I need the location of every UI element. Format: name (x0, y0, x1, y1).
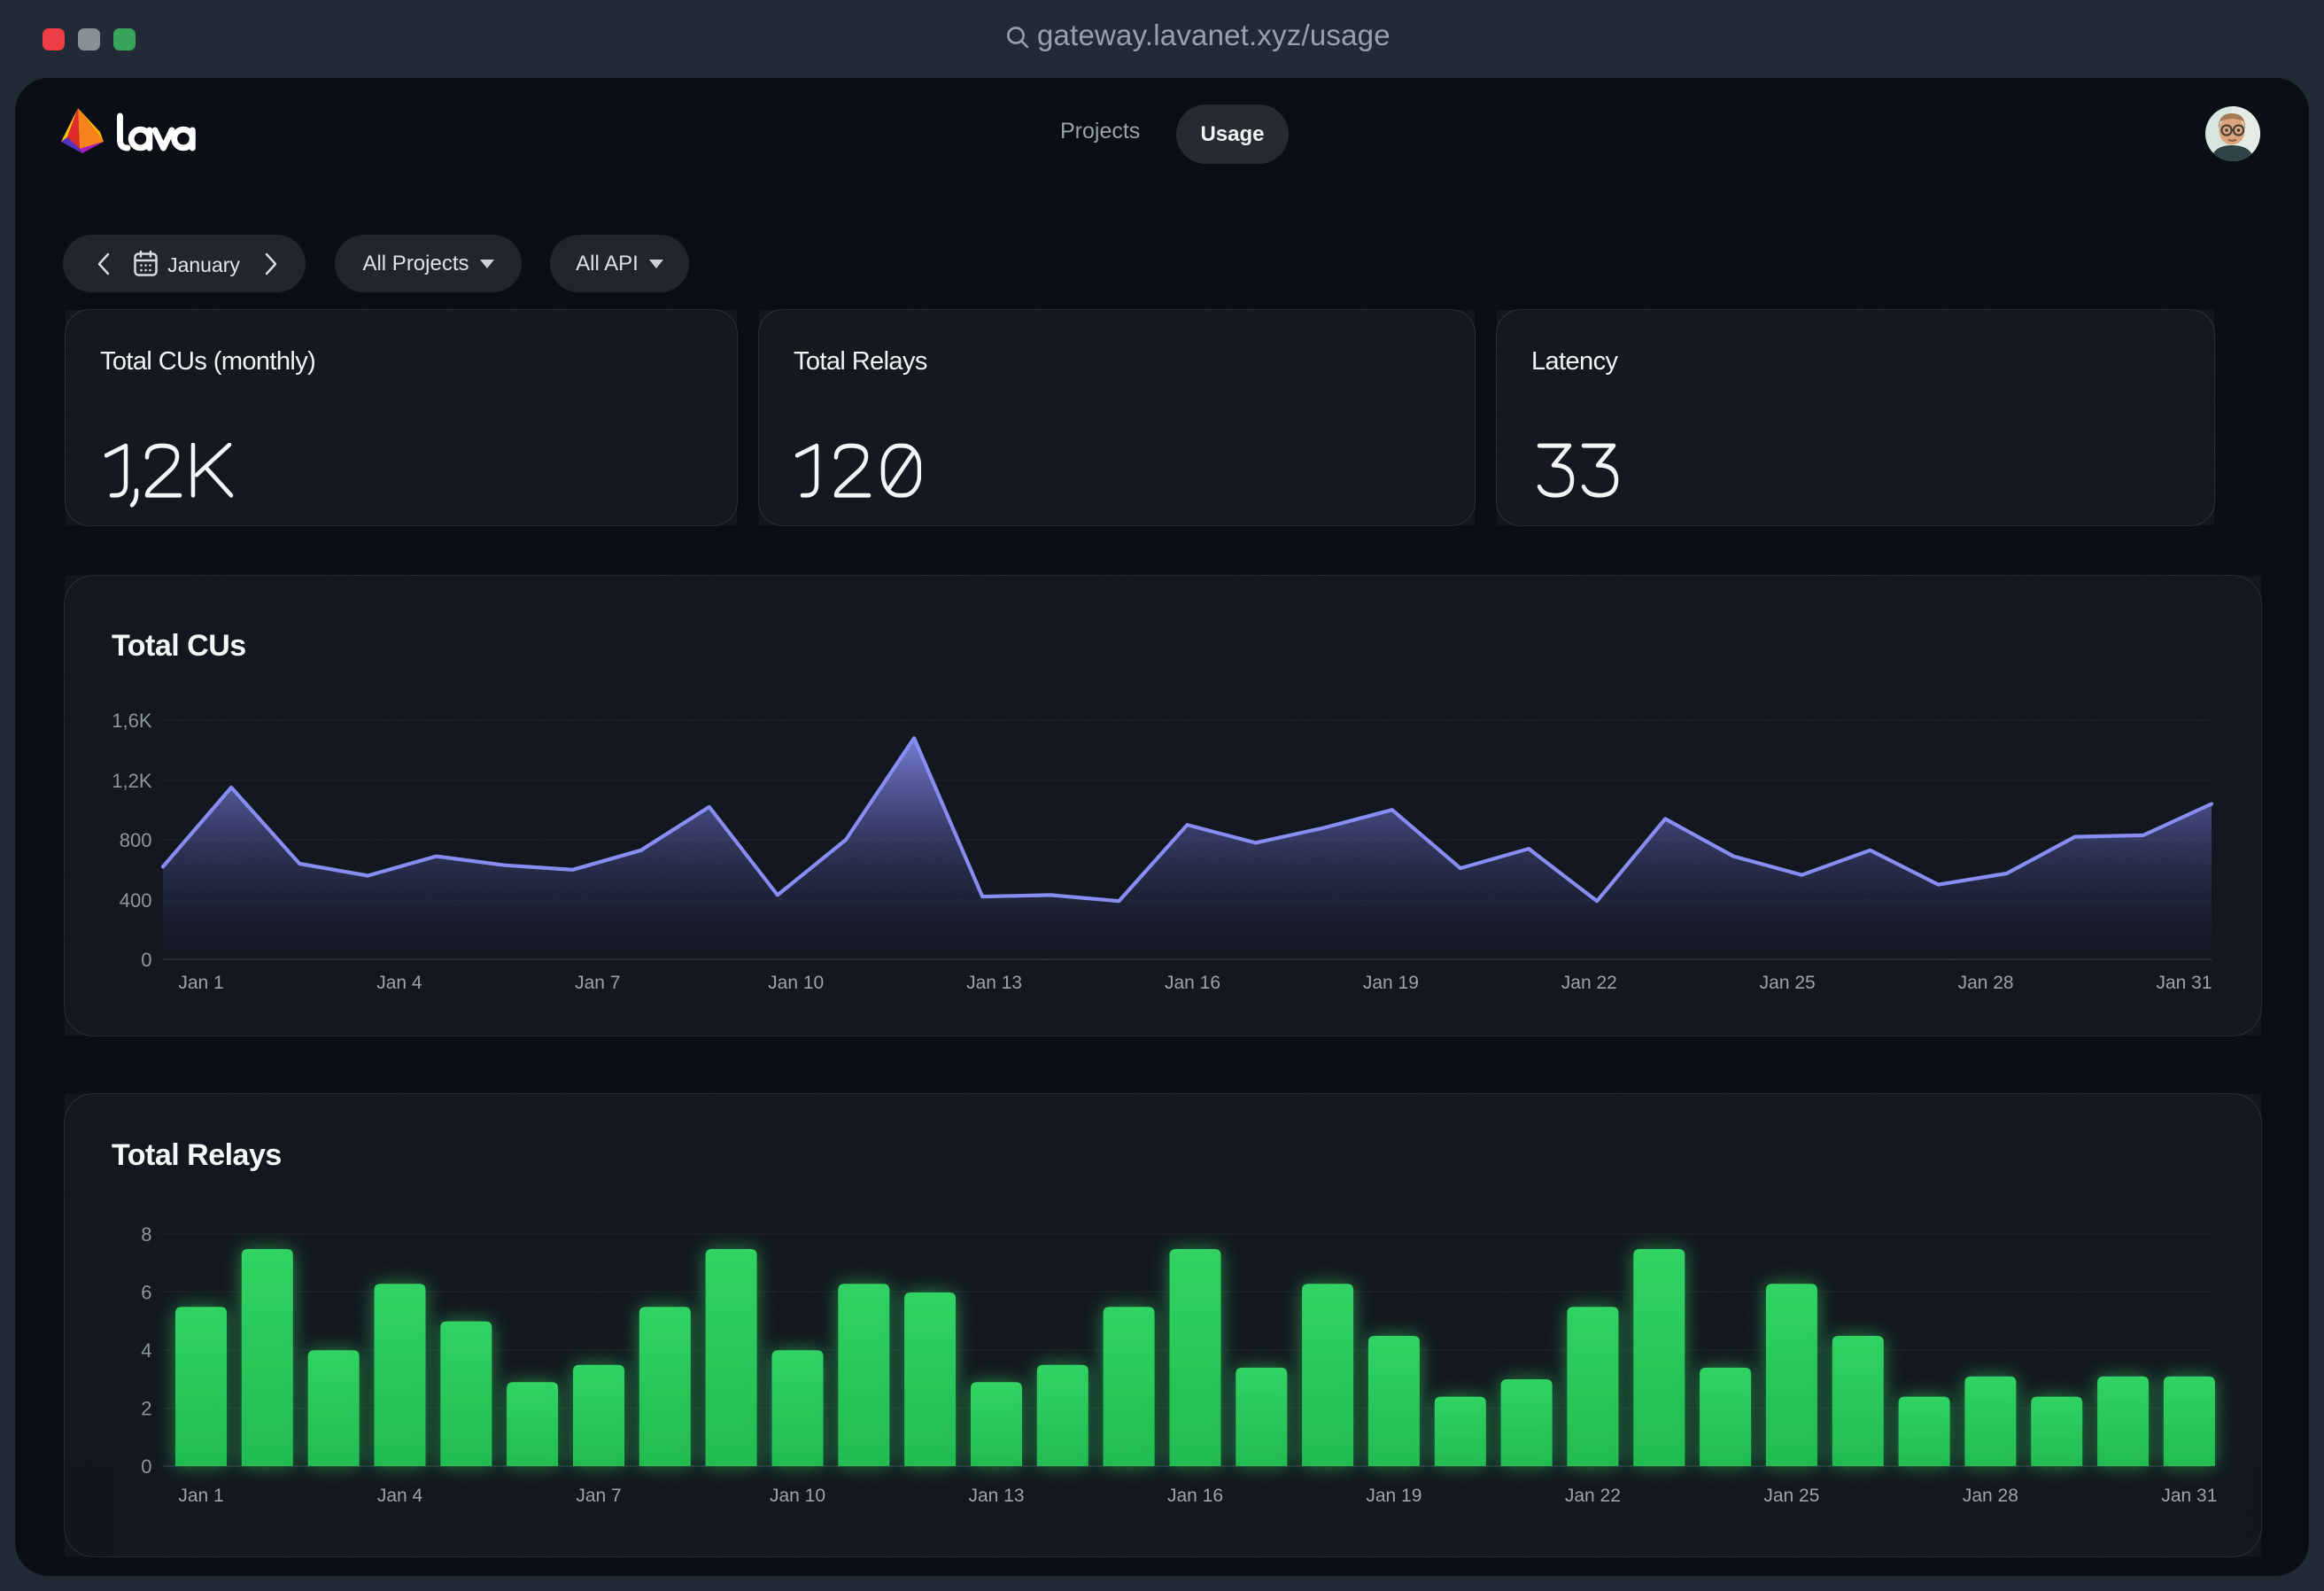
svg-text:Jan 10: Jan 10 (770, 1486, 825, 1506)
svg-text:Jan 19: Jan 19 (1363, 973, 1419, 993)
svg-text:Jan 7: Jan 7 (575, 973, 620, 993)
svg-text:Jan 1: Jan 1 (178, 973, 223, 993)
svg-text:0: 0 (141, 949, 151, 971)
svg-text:2: 2 (141, 1398, 151, 1420)
svg-text:Jan 10: Jan 10 (768, 973, 824, 993)
svg-text:Jan 19: Jan 19 (1366, 1486, 1422, 1506)
svg-text:Jan 22: Jan 22 (1565, 1486, 1621, 1506)
svg-text:Jan 7: Jan 7 (576, 1486, 621, 1506)
svg-text:Jan 1: Jan 1 (178, 1486, 223, 1506)
svg-text:4: 4 (141, 1339, 151, 1362)
svg-text:8: 8 (141, 1223, 151, 1246)
svg-text:0: 0 (141, 1455, 151, 1478)
svg-text:Jan 13: Jan 13 (968, 1486, 1024, 1506)
svg-text:800: 800 (120, 829, 152, 851)
svg-text:Jan 25: Jan 25 (1760, 973, 1816, 993)
svg-text:6: 6 (141, 1282, 151, 1304)
svg-text:January: January (167, 253, 240, 276)
svg-text:1,6K: 1,6K (112, 710, 152, 732)
svg-text:Jan 25: Jan 25 (1763, 1486, 1819, 1506)
svg-text:1,2K: 1,2K (112, 770, 152, 792)
svg-text:Jan 16: Jan 16 (1165, 973, 1220, 993)
svg-text:Jan 31: Jan 31 (2156, 973, 2212, 993)
svg-text:Jan 4: Jan 4 (376, 973, 422, 993)
svg-text:Jan 16: Jan 16 (1167, 1486, 1223, 1506)
svg-text:Jan 28: Jan 28 (1958, 973, 2014, 993)
svg-text:Jan 22: Jan 22 (1561, 973, 1617, 993)
svg-text:400: 400 (120, 889, 152, 912)
svg-text:Jan 13: Jan 13 (966, 973, 1022, 993)
svg-text:Jan 4: Jan 4 (377, 1486, 423, 1506)
svg-text:Jan 28: Jan 28 (1963, 1486, 2018, 1506)
svg-text:Jan 31: Jan 31 (2161, 1486, 2217, 1506)
